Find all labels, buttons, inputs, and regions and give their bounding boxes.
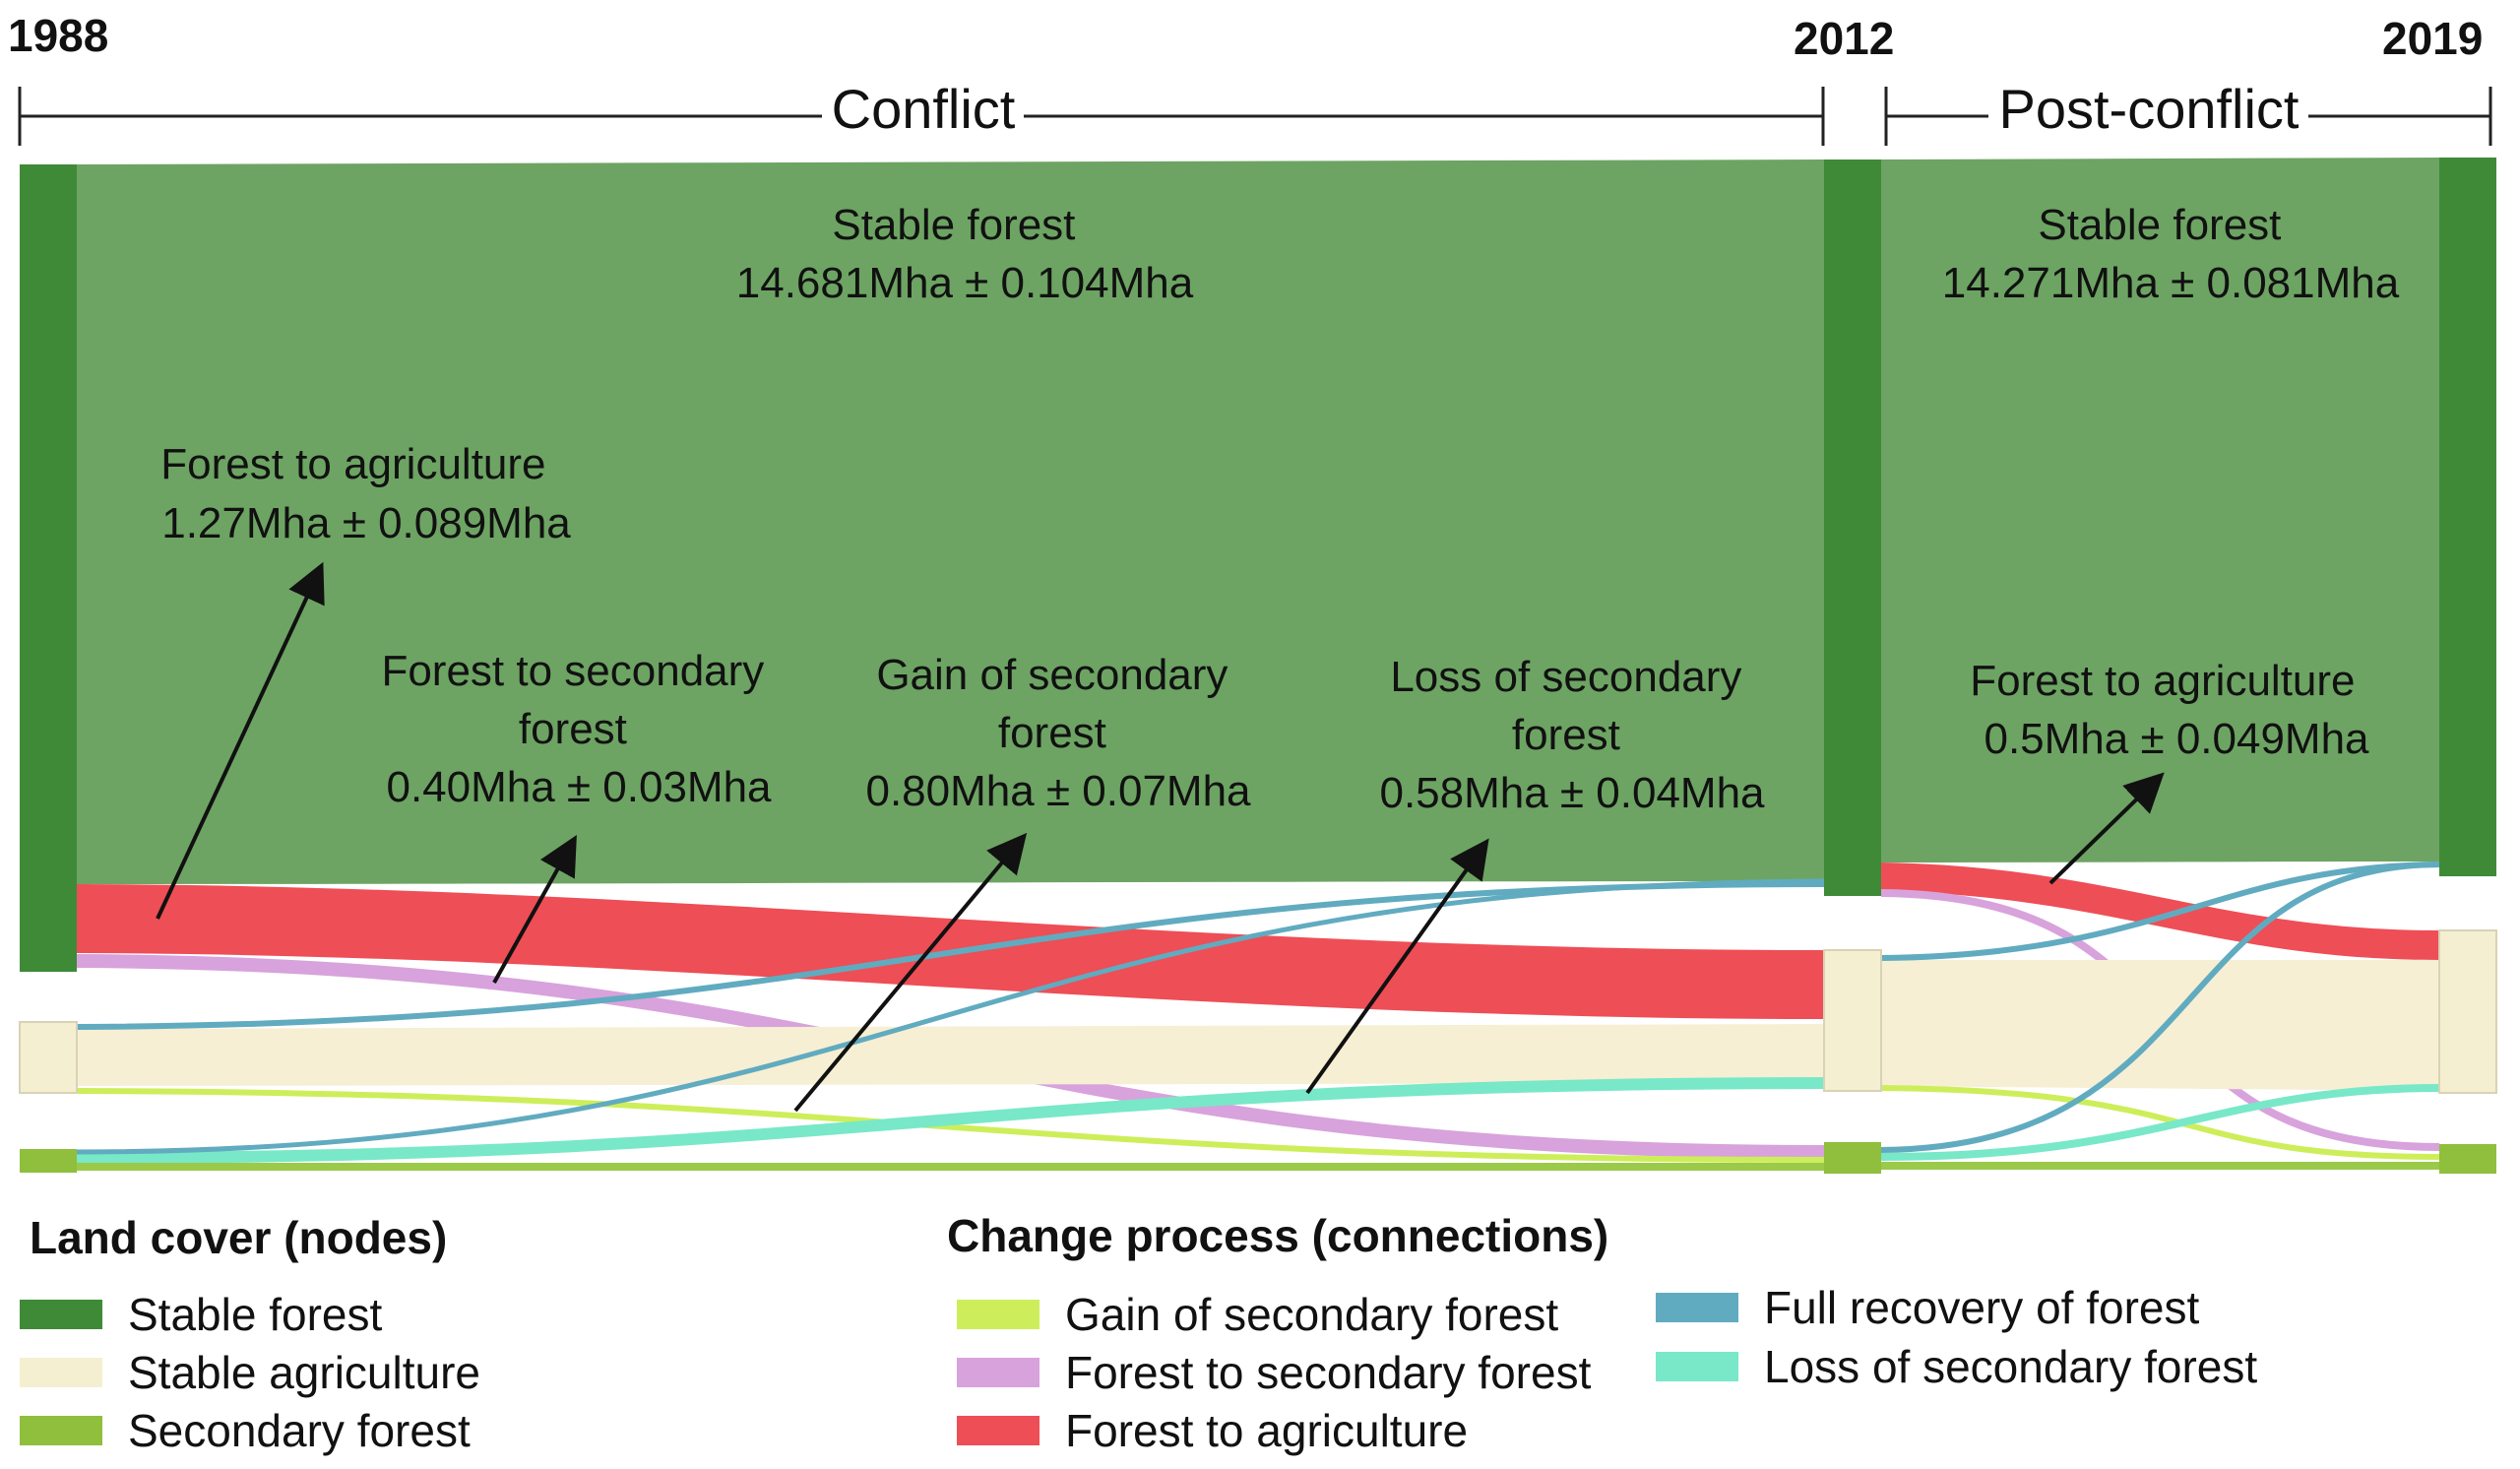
flow-stable-agriculture-1988-2012: [77, 1024, 1824, 1086]
year-2012-label: 2012: [1794, 13, 1894, 64]
flow-full-recovery-2012-2019: [1880, 862, 2440, 961]
arrow-forest-to-secondary-conflict: [492, 835, 577, 984]
arrow-loss-secondary-conflict: [1305, 838, 1489, 1095]
node-2019-secondary-forest: [2439, 1144, 2496, 1174]
flow-stable-agriculture-2012-2019: [1881, 960, 2439, 1091]
legend-swatch: [957, 1300, 1040, 1329]
legend-swatch: [1656, 1352, 1738, 1381]
node-1988-stable-forest: [20, 164, 77, 972]
legend-connection-gain-secondary: Gain of secondary forest: [957, 1287, 1558, 1342]
node-2012-stable-agriculture: [1823, 949, 1882, 1092]
legend-node-stable-forest: Stable forest: [20, 1287, 382, 1342]
flow-stable-forest-1988-2012: [77, 160, 1824, 884]
legend-nodes-title: Land cover (nodes): [30, 1212, 448, 1263]
node-2019-stable-forest: [2439, 158, 2496, 876]
arrow-gain-secondary-conflict: [793, 832, 1028, 1113]
flow-full-recovery-1988-2012: [76, 881, 1825, 1030]
legend-swatch: [20, 1300, 102, 1329]
flow-loss-secondary-1988-2012: [76, 1077, 1825, 1164]
arrow-forest-to-agriculture-conflict: [156, 561, 325, 920]
legend-node-stable-agriculture: Stable agriculture: [20, 1345, 480, 1400]
flow-gain-secondary-2012-2019: [1880, 1085, 2440, 1160]
flow-full-recovery-secondary-2012-2019: [1880, 862, 2440, 1153]
legend-swatch: [957, 1416, 1040, 1445]
annotation-stable-forest-conflict: Stable forest 14.681Mha ± 0.104Mha: [736, 201, 1194, 307]
legend-connection-full-recovery: Full recovery of forest: [1656, 1280, 2199, 1335]
year-1988-label: 1988: [8, 10, 108, 61]
legend-connections-title: Change process (connections): [947, 1210, 1609, 1261]
conflict-bracket: [18, 87, 1825, 146]
legend-connection-forest-to-agriculture: Forest to agriculture: [957, 1403, 1468, 1458]
node-2019-stable-agriculture: [2438, 929, 2497, 1094]
node-2012-stable-forest: [1824, 160, 1881, 896]
annotation-arrows: [156, 561, 2165, 1113]
legend-node-secondary-forest: Secondary forest: [20, 1403, 471, 1458]
annotation-forest-to-secondary-conflict: Forest to secondary forest 0.40Mha ± 0.0…: [381, 647, 776, 811]
post-conflict-bracket: [1884, 87, 2492, 146]
annotation-stable-forest-post-conflict: Stable forest 14.271Mha ± 0.081Mha: [1942, 201, 2400, 307]
legend-swatch: [20, 1416, 102, 1445]
annotation-forest-to-agriculture-post-conflict: Forest to agriculture 0.5Mha ± 0.049Mha: [1970, 657, 2369, 763]
annotation-forest-to-agriculture-conflict: Forest to agriculture 1.27Mha ± 0.089Mha: [160, 440, 571, 547]
year-2019-label: 2019: [2382, 13, 2483, 64]
flow-full-recovery-secondary-1988-2012: [76, 878, 1825, 1155]
legend-swatch: [20, 1358, 102, 1387]
legend-connection-loss-secondary: Loss of secondary forest: [1656, 1339, 2257, 1394]
annotation-loss-secondary-conflict: Loss of secondary forest 0.58Mha ± 0.04M…: [1379, 653, 1765, 817]
node-1988-stable-agriculture: [19, 1021, 78, 1094]
node-1988-secondary-forest: [20, 1149, 77, 1173]
conflict-period-label: Conflict: [832, 78, 1016, 140]
sankey-diagram: 1988 2012 2019 Conflict Post-conflict: [8, 10, 2497, 1174]
node-2012-secondary-forest: [1824, 1142, 1881, 1174]
legend-connection-forest-to-secondary: Forest to secondary forest: [957, 1345, 1591, 1400]
annotation-gain-secondary-conflict: Gain of secondary forest 0.80Mha ± 0.07M…: [865, 651, 1251, 815]
legend-swatch: [957, 1358, 1040, 1387]
flow-stable-forest-2012-2019: [1881, 158, 2439, 862]
arrow-forest-to-agriculture-post-conflict: [2048, 772, 2165, 885]
flow-forest-to-agriculture-2012-2019: [1881, 862, 2439, 960]
flow-loss-secondary-2012-2019: [1880, 1084, 2440, 1161]
legend-swatch: [1656, 1293, 1738, 1322]
post-conflict-period-label: Post-conflict: [1999, 78, 2300, 140]
